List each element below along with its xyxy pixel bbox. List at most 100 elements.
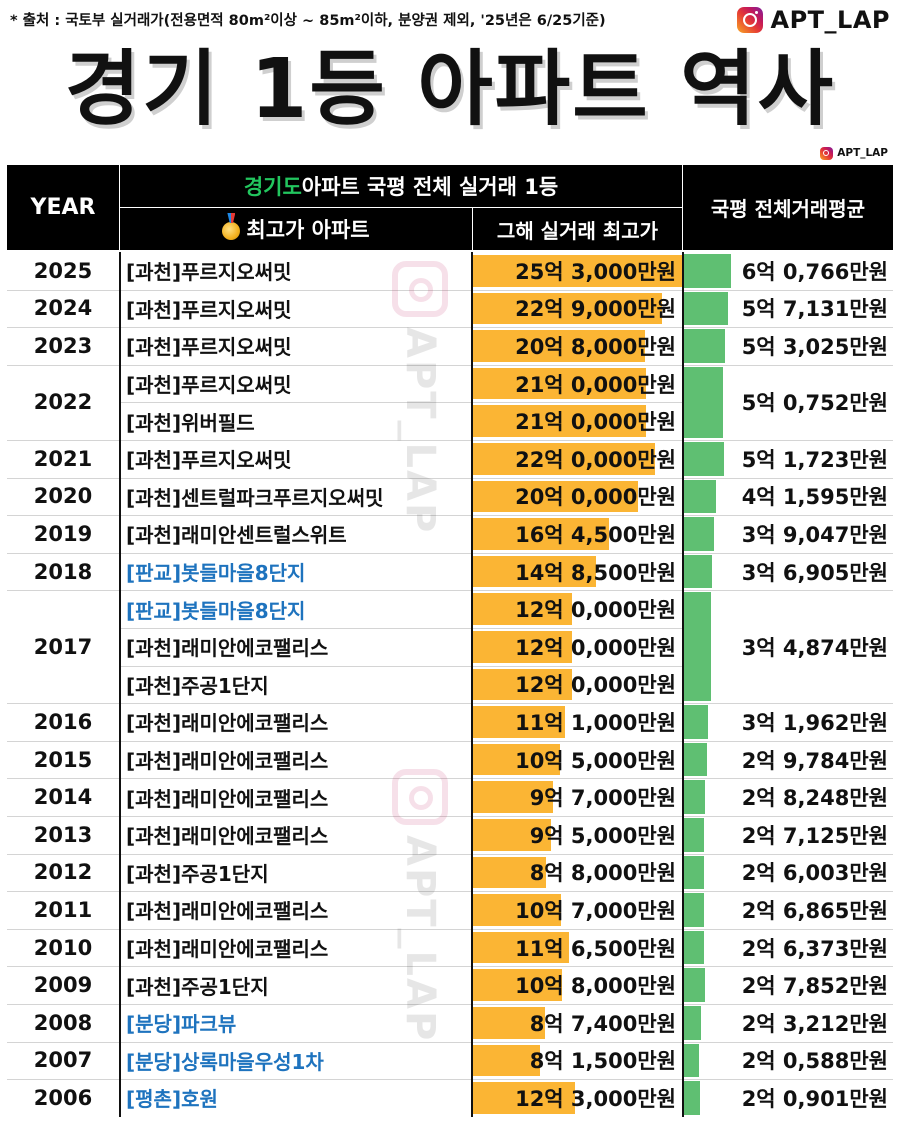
price-cell: 14억 8,500만원 (473, 553, 682, 591)
region-label: [과천] (126, 448, 182, 473)
apartment-name: 봇들마을8단지 (181, 561, 306, 586)
apartment-name: 래미안에코팰리스 (181, 636, 329, 661)
avg-price-cell: 2억 7,125만원 (683, 816, 893, 854)
avg-price-value: 5억 7,131만원 (741, 297, 888, 322)
price-value: 10억 5,000만원 (515, 748, 676, 773)
row-divider (7, 327, 893, 329)
avg-bar (683, 366, 723, 438)
avg-price-value: 3억 1,962만원 (741, 710, 888, 735)
avg-price-cell: 2억 8,248만원 (683, 778, 893, 816)
apartment-name: 래미안에코팰리스 (181, 937, 329, 962)
avg-price-value: 2억 7,852만원 (741, 974, 888, 999)
region-label: [과천] (126, 523, 182, 548)
year-cell: 2019 (33, 521, 93, 546)
row-divider (7, 1079, 893, 1081)
price-bar (473, 931, 569, 964)
price-bar (473, 1082, 575, 1114)
brand-small[interactable]: APT_LAP (820, 144, 888, 162)
apartment-cell: [과천] 래미안에코팰리스 (120, 891, 472, 929)
top-bar: * 출처 : 국토부 실거래가(전용면적 80m²이상 ~ 85m²이하, 분양… (0, 0, 900, 40)
year-cell: 2015 (33, 747, 93, 772)
apartment-name: 푸르지오써밋 (181, 297, 292, 322)
price-cell: 25억 3,000만원 (473, 252, 682, 290)
region-label: [과천] (126, 711, 182, 736)
header-avg: 국평 전체거래평균 (683, 165, 893, 250)
price-cell: 8억 7,400만원 (473, 1004, 682, 1042)
avg-price-cell: 3억 4,874만원 (683, 590, 893, 703)
region-label: [과천] (126, 485, 182, 510)
avg-price-value: 2억 0,588만원 (741, 1049, 888, 1074)
avg-bar (683, 742, 707, 777)
year-cell: 2013 (33, 822, 93, 847)
apartment-cell: [과천] 푸르지오써밋 (120, 440, 472, 478)
price-cell: 8억 1,500만원 (473, 1042, 682, 1080)
avg-price-value: 2억 7,125만원 (741, 823, 888, 848)
price-bar (473, 593, 572, 625)
avg-bar (683, 592, 711, 702)
price-cell: 10억 7,000만원 (473, 891, 682, 929)
price-cell: 22억 9,000만원 (473, 290, 682, 328)
avg-price-cell: 2억 9,784만원 (683, 741, 893, 779)
apartment-cell: [과천] 푸르지오써밋 (120, 327, 472, 365)
year-cell: 2024 (33, 296, 93, 321)
apartment-cell: [과천] 푸르지오써밋 (120, 365, 472, 403)
avg-price-cell: 2억 3,212만원 (683, 1004, 893, 1042)
year-cell: 2007 (33, 1048, 93, 1073)
price-cell: 21억 0,000만원 (473, 365, 682, 403)
price-value: 9억 5,000만원 (529, 823, 676, 848)
row-divider (7, 966, 893, 968)
avg-bar (683, 930, 704, 965)
region-label: [과천] (126, 373, 182, 398)
region-label: [과천] (126, 673, 182, 698)
column-divider (471, 252, 473, 1117)
avg-price-value: 2억 8,248만원 (741, 786, 888, 811)
avg-price-cell: 2억 6,003만원 (683, 854, 893, 892)
avg-price-cell: 6억 0,766만원 (683, 252, 893, 290)
price-value: 10억 8,000만원 (515, 974, 676, 999)
price-cell: 8억 8,000만원 (473, 854, 682, 892)
apartment-cell: [과천] 주공1단지 (120, 666, 472, 704)
region-label: [평촌] (126, 1087, 182, 1112)
price-bar (473, 555, 596, 588)
price-value: 20억 0,000만원 (515, 485, 676, 510)
avg-price-cell: 3억 1,962만원 (683, 703, 893, 741)
avg-price-value: 2억 6,865만원 (741, 898, 888, 923)
year-cell: 2023 (33, 333, 93, 358)
year-cell: 2009 (33, 973, 93, 998)
apartment-cell: [판교] 봇들마을8단지 (120, 590, 472, 628)
region-label: [과천] (126, 937, 182, 962)
region-label: [과천] (126, 410, 182, 435)
header-price: 그해 실거래 최고가 (473, 208, 682, 250)
price-bar (473, 856, 546, 889)
row-divider (7, 1041, 893, 1043)
price-value: 12억 0,000만원 (515, 598, 676, 623)
avg-bar (683, 442, 724, 476)
brand-name: APT_LAP (770, 6, 890, 34)
price-value: 11억 6,500만원 (515, 936, 676, 961)
year-cell: 2018 (33, 559, 93, 584)
avg-bar (683, 818, 704, 852)
header-apt: 최고가 아파트 (120, 208, 472, 250)
apartment-name: 푸르지오써밋 (181, 373, 292, 398)
avg-price-value: 3억 9,047만원 (741, 522, 888, 547)
brand[interactable]: APT_LAP (736, 4, 891, 36)
avg-bar (683, 705, 708, 739)
ranking-table: YEAR 경기도 아파트 국평 전체 실거래 1등 최고가 아파트 그해 실거래… (7, 165, 893, 1118)
row-divider (7, 928, 893, 930)
price-bar (473, 1044, 540, 1077)
apartment-cell: [과천] 래미안에코팰리스 (120, 816, 472, 854)
apartment-cell: [과천] 푸르지오써밋 (120, 290, 472, 328)
price-value: 25억 3,000만원 (515, 259, 676, 284)
apartment-name: 상록마을우성1차 (181, 1049, 324, 1074)
price-cell: 9억 7,000만원 (473, 778, 682, 816)
row-divider (7, 477, 893, 479)
price-bar (473, 255, 682, 287)
price-cell: 12억 0,000만원 (473, 666, 682, 704)
avg-bar (683, 1006, 701, 1040)
avg-bar (683, 1081, 700, 1115)
avg-bar (683, 329, 725, 363)
price-value: 9억 7,000만원 (529, 786, 676, 811)
row-divider (7, 816, 893, 817)
avg-price-value: 2억 6,373만원 (741, 936, 888, 961)
avg-price-cell: 3억 6,905만원 (683, 553, 893, 591)
